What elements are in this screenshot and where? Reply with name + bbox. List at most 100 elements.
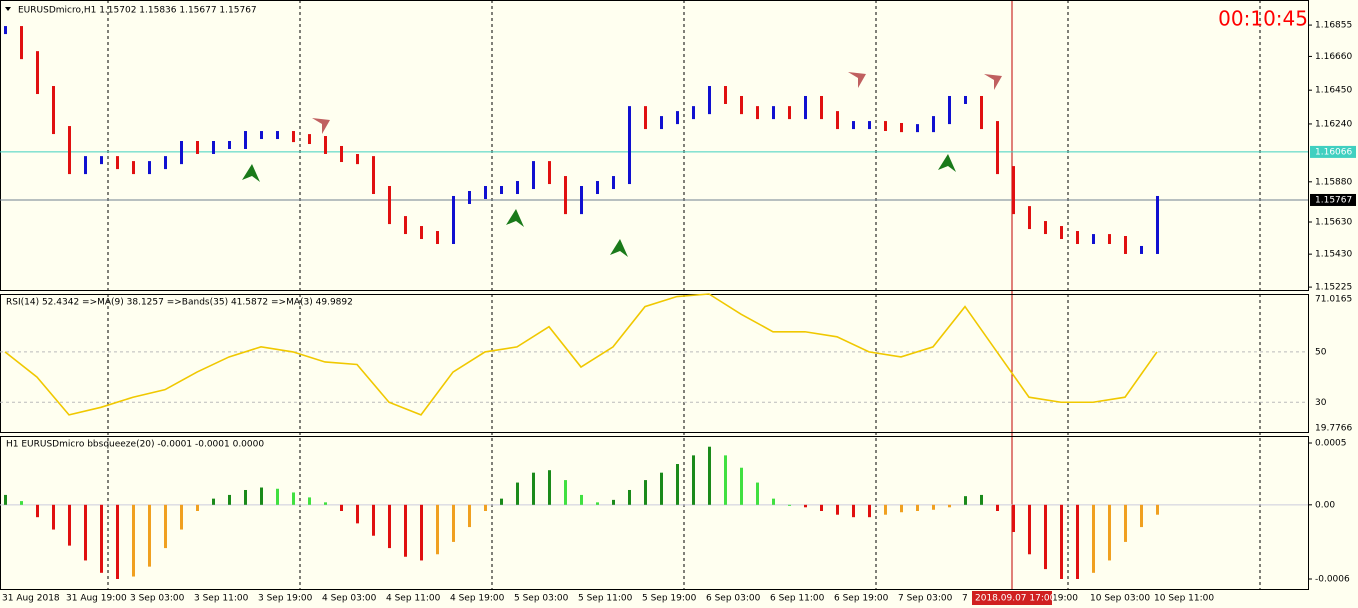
- price-bar: [708, 86, 711, 115]
- price-bar: [500, 186, 503, 195]
- y-tick-label: 1.16855: [1315, 21, 1352, 31]
- histogram-bar: [660, 472, 663, 505]
- price-bar: [36, 51, 39, 95]
- sell-arrow: [312, 118, 330, 134]
- histogram-bar: [1108, 504, 1111, 561]
- price-bar: [868, 121, 871, 130]
- price-bar: [52, 86, 55, 135]
- price-bar: [692, 106, 695, 120]
- time-label: 5 Sep 19:00: [642, 594, 697, 604]
- signal-arrows: [242, 72, 1002, 257]
- histogram-bar: [804, 504, 807, 508]
- histogram-bar: [884, 504, 887, 515]
- histogram-bar: [148, 504, 151, 567]
- price-bar: [20, 26, 23, 60]
- price-bar: [484, 186, 487, 199]
- histogram-bar: [900, 504, 903, 513]
- time-label: 5 Sep 03:00: [514, 594, 569, 604]
- price-bar: [292, 131, 295, 143]
- histogram-bar: [68, 504, 71, 546]
- histogram-bar: [196, 504, 199, 511]
- buy-arrow: [610, 239, 628, 257]
- histogram-bar: [84, 504, 87, 561]
- y-tick-label: 71.0165: [1315, 295, 1352, 305]
- price-bar: [196, 141, 199, 154]
- price-bar: [980, 95, 983, 130]
- histogram-bar: [564, 480, 567, 505]
- price-bar: [996, 121, 999, 175]
- price-bar: [372, 156, 375, 195]
- price-bar: [244, 131, 247, 149]
- histogram-bar: [1092, 504, 1095, 573]
- histogram-bar: [452, 504, 455, 542]
- price-bar: [452, 195, 455, 245]
- y-tick-label: 50: [1315, 347, 1327, 357]
- price-bar: [1060, 226, 1063, 240]
- price-bar: [532, 161, 535, 190]
- histogram-bar: [820, 504, 823, 511]
- price-bar: [612, 176, 615, 190]
- price-bar: [1156, 195, 1159, 254]
- histogram-bar: [724, 455, 727, 505]
- histogram-bar: [692, 455, 695, 505]
- price-bar: [148, 161, 151, 175]
- price-bar: [964, 95, 967, 104]
- price-bar: [1028, 206, 1031, 230]
- histogram-bar: [1060, 504, 1063, 579]
- y-tick-label: 0.00: [1315, 500, 1335, 510]
- price-bar: [420, 226, 423, 240]
- histogram-bar: [404, 504, 407, 557]
- price-bar: [724, 86, 727, 104]
- histogram-bar: [596, 502, 599, 505]
- histogram-bar: [132, 504, 135, 577]
- price-bar: [836, 111, 839, 130]
- price-bar: [740, 95, 743, 115]
- price-bar: [932, 116, 935, 133]
- y-tick-label: 30: [1315, 398, 1327, 408]
- price-bar: [340, 145, 343, 163]
- y-tick-label: 1.15430: [1315, 250, 1352, 260]
- histogram-bar: [212, 498, 215, 505]
- price-bar: [804, 95, 807, 120]
- histogram-bar: [740, 467, 743, 505]
- time-label: 4 Sep 03:00: [322, 594, 377, 604]
- histogram-bar: [1076, 504, 1079, 579]
- price-bar: [324, 136, 327, 154]
- price-bar: [1076, 231, 1079, 245]
- y-tick-label: 0.0005: [1315, 439, 1347, 449]
- level-label: 1.16066: [1315, 147, 1352, 157]
- histogram-bar: [1124, 504, 1127, 542]
- histogram-bar: [964, 496, 967, 505]
- price-bar: [756, 106, 759, 120]
- price-bar: [1108, 234, 1111, 245]
- price-bar: [276, 131, 279, 140]
- sell-arrow: [984, 74, 1002, 90]
- histogram-bar: [356, 504, 359, 524]
- price-bar: [900, 122, 903, 133]
- histogram-bar: [420, 504, 423, 561]
- histogram-bar: [836, 504, 839, 515]
- histogram-bar: [772, 498, 775, 505]
- time-label: 6 Sep 11:00: [770, 594, 825, 604]
- histogram-bar: [244, 489, 247, 505]
- time-label: 4 Sep 19:00: [450, 594, 505, 604]
- time-label: 4 Sep 11:00: [386, 594, 441, 604]
- histogram-bar: [100, 504, 103, 573]
- y-tick-label: 1.15225: [1315, 283, 1352, 293]
- histogram-bar: [4, 494, 7, 505]
- histogram-bar: [276, 488, 279, 505]
- cursor-label: 2018.09.07 17:00: [975, 594, 1056, 604]
- y-tick-label: 1.16450: [1315, 86, 1352, 96]
- dropdown-icon[interactable]: [5, 7, 11, 11]
- price-panel-frame: [0, 0, 1309, 291]
- histogram-bar: [308, 497, 311, 505]
- price-bar: [356, 154, 359, 165]
- time-label: 10 Sep 03:00: [1090, 594, 1150, 604]
- y-tick-label: -0.0006: [1315, 575, 1350, 585]
- histogram-bar: [340, 504, 343, 511]
- price-bar: [564, 176, 567, 215]
- price-bar: [628, 106, 631, 185]
- rsi-line: [4, 293, 1158, 416]
- histogram-bar: [52, 504, 55, 530]
- y-tick-label: 1.15880: [1315, 177, 1352, 187]
